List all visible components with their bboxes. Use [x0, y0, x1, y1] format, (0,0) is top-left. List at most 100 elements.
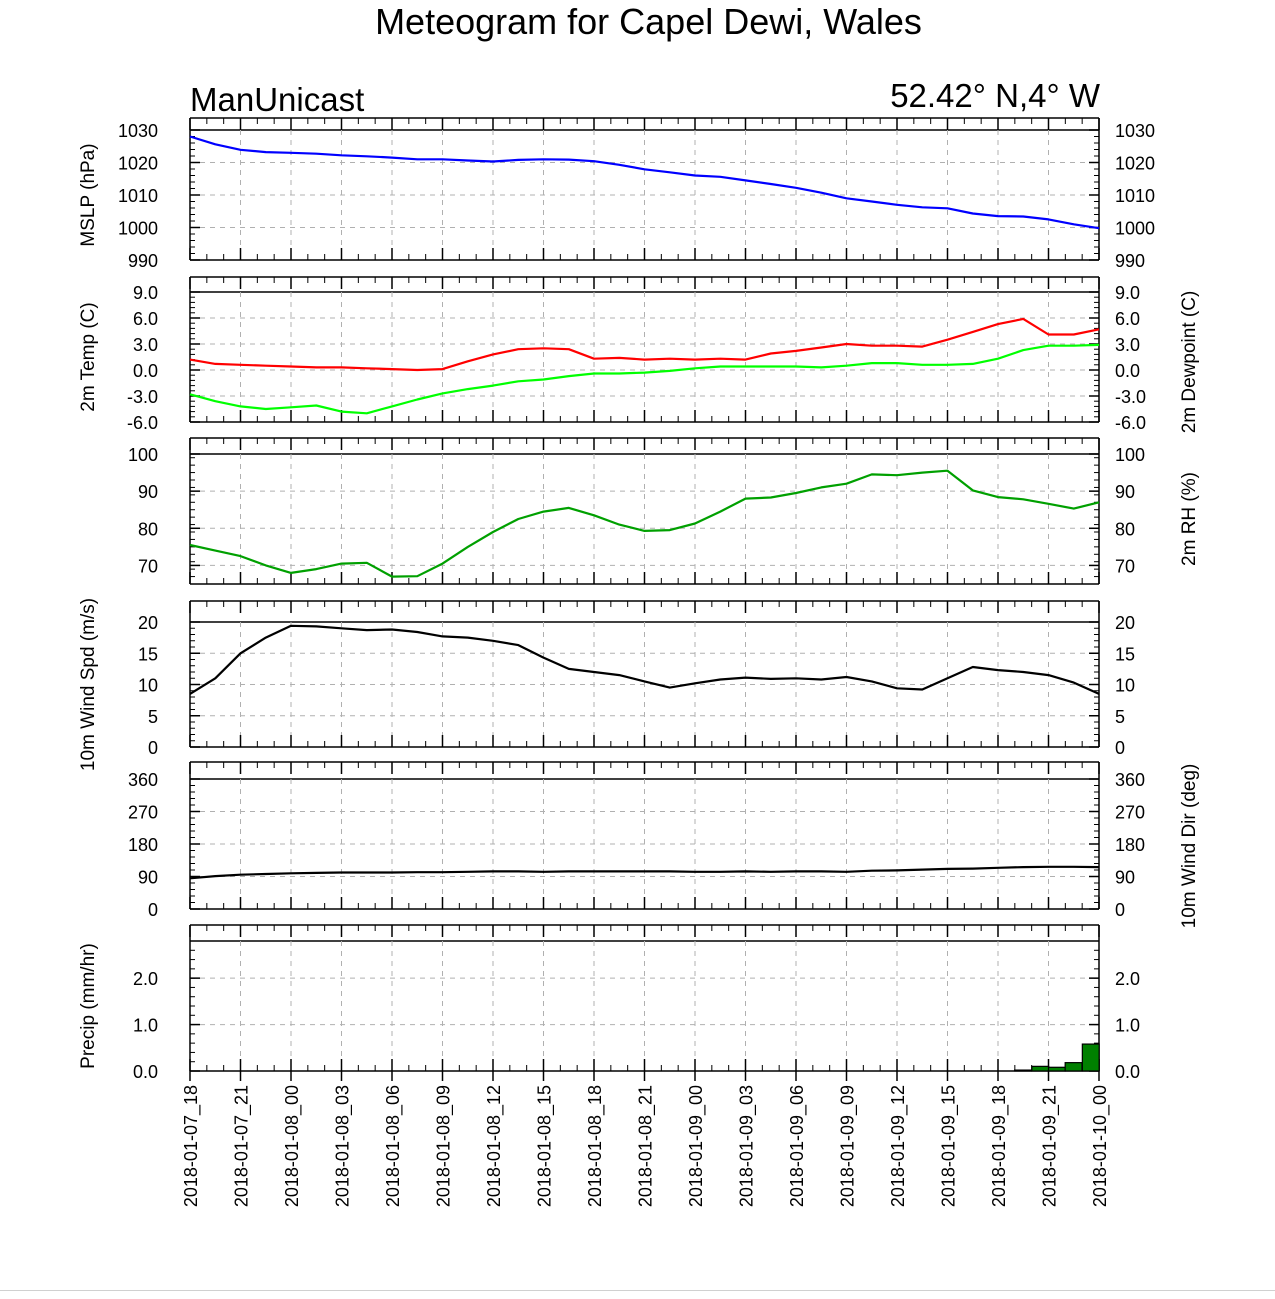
y-tick-label-left: 80	[138, 519, 158, 539]
y-tick-label-right: 1030	[1115, 121, 1155, 141]
y-tick-label-left: 90	[138, 868, 158, 888]
x-tick-label: 2018-01-08_00	[282, 1085, 303, 1207]
y-tick-label-left: 10	[138, 676, 158, 696]
x-tick-label: 2018-01-09_18	[989, 1085, 1010, 1207]
x-tick-label: 2018-01-07_18	[181, 1085, 202, 1207]
y-tick-label-left: 6.0	[133, 309, 158, 329]
y-axis-title-right: 2m Dewpoint (C)	[1179, 291, 1200, 434]
y-tick-label-left: 90	[138, 482, 158, 502]
y-tick-label-right: 20	[1115, 613, 1135, 633]
y-tick-label-right: 0.0	[1115, 361, 1140, 381]
y-tick-label-right: 0	[1115, 900, 1125, 920]
panel-3: 100 100 90 90 80 80 70 70 2m RH (%)	[128, 437, 1200, 585]
y-tick-label-right: 10	[1115, 676, 1135, 696]
y-tick-label-right: 9.0	[1115, 283, 1140, 303]
y-tick-label-left: 180	[128, 835, 158, 855]
y-tick-label-left: 0.0	[133, 1062, 158, 1082]
series-line-1	[189, 469, 1100, 578]
y-tick-label-right: 1010	[1115, 186, 1155, 206]
y-tick-label-left: 360	[128, 770, 158, 790]
y-tick-label-right: 360	[1115, 770, 1145, 790]
y-tick-label-left: 0.0	[133, 361, 158, 381]
y-tick-label-right: 1020	[1115, 154, 1155, 174]
page-title: Meteogram for Capel Dewi, Wales	[375, 1, 922, 42]
y-tick-label-left: 5	[148, 707, 158, 727]
y-tick-label-left: 3.0	[133, 335, 158, 355]
y-tick-label-left: 990	[128, 251, 158, 271]
y-tick-label-left: 9.0	[133, 283, 158, 303]
series-line-2	[189, 343, 1100, 415]
x-tick-label: 2018-01-08_18	[585, 1085, 606, 1207]
y-tick-label-right: 180	[1115, 835, 1145, 855]
x-tick-label: 2018-01-10_00	[1090, 1085, 1111, 1207]
y-tick-label-right: 5	[1115, 707, 1125, 727]
y-tick-label-left: 0	[148, 900, 158, 920]
x-tick-label: 2018-01-09_00	[686, 1085, 707, 1207]
y-tick-label-left: 70	[138, 556, 158, 576]
bottom-rule	[0, 1290, 1275, 1291]
y-tick-label-right: 100	[1115, 445, 1145, 465]
y-tick-label-left: -6.0	[127, 413, 158, 433]
x-tick-label: 2018-01-09_06	[787, 1085, 808, 1207]
y-axis-title: 10m Wind Spd (m/s)	[78, 598, 99, 771]
panel-4: 20 20 15 15 10 10 5 5 0 0 10m Wind Spd (m/s)	[78, 598, 1135, 771]
precip-bar	[1047, 1066, 1066, 1072]
y-tick-label-right: 70	[1115, 556, 1135, 576]
y-axis-title: MSLP (hPa)	[78, 143, 99, 246]
y-axis-title: Precip (mm/hr)	[78, 943, 99, 1069]
y-tick-label-left: 1020	[118, 154, 158, 174]
y-tick-label-right: 0.0	[1115, 1062, 1140, 1082]
panel-5: 360 360 270 270 180 180 90 90 0 0 10m Wind Dir (de…	[128, 761, 1200, 929]
x-tick-label: 2018-01-09_09	[838, 1085, 859, 1207]
y-tick-label-right: 15	[1115, 644, 1135, 664]
x-tick-label: 2018-01-08_12	[484, 1085, 505, 1207]
y-tick-label-right: 990	[1115, 251, 1145, 271]
x-tick-label: 2018-01-09_12	[888, 1085, 909, 1207]
precip-bar	[1081, 1043, 1100, 1072]
y-tick-label-right: 90	[1115, 868, 1135, 888]
y-tick-label-left: 1.0	[133, 1016, 158, 1036]
model-label: ManUnicast	[190, 81, 365, 118]
precip-bar	[1064, 1062, 1083, 1072]
y-tick-label-right: -6.0	[1115, 413, 1146, 433]
y-tick-label-right: 3.0	[1115, 335, 1140, 355]
y-tick-label-left: 2.0	[133, 969, 158, 989]
y-tick-label-right: 1000	[1115, 219, 1155, 239]
x-tick-label: 2018-01-09_15	[939, 1085, 960, 1207]
y-tick-label-left: 1030	[118, 121, 158, 141]
series-line-1	[189, 624, 1100, 695]
y-tick-label-left: 15	[138, 644, 158, 664]
y-tick-label-right: 270	[1115, 803, 1145, 823]
y-tick-label-right: 6.0	[1115, 309, 1140, 329]
y-tick-label-left: 1010	[118, 186, 158, 206]
y-tick-label-right: -3.0	[1115, 387, 1146, 407]
y-tick-label-left: 1000	[118, 219, 158, 239]
y-tick-label-left: 20	[138, 613, 158, 633]
y-tick-label-left: 0	[148, 738, 158, 758]
x-tick-label: 2018-01-08_09	[434, 1085, 455, 1207]
series-line-1	[189, 865, 1100, 880]
panel-2: 9.0 9.0 6.0 6.0 3.0 3.0 0.0 0.0 -3.0 -3.0 -6.0 -6.0…	[78, 276, 1200, 434]
precip-bar	[1014, 1069, 1033, 1072]
location-label: 52.42° N,4° W	[890, 77, 1100, 114]
series-line-1	[189, 135, 1100, 230]
y-tick-label-right: 0	[1115, 738, 1125, 758]
y-tick-label-right: 80	[1115, 519, 1135, 539]
y-tick-label-left: -3.0	[127, 387, 158, 407]
y-axis-title-right: 10m Wind Dir (deg)	[1179, 764, 1200, 929]
series-line-1	[189, 317, 1100, 372]
x-tick-label: 2018-01-08_21	[636, 1085, 657, 1207]
x-tick-label: 2018-01-07_21	[232, 1085, 253, 1207]
y-tick-label-left: 270	[128, 803, 158, 823]
precip-bar	[1031, 1065, 1050, 1072]
x-tick-label: 2018-01-08_15	[535, 1085, 556, 1207]
x-tick-label: 2018-01-09_03	[737, 1085, 758, 1207]
panel-6: 2.0 2.0 1.0 1.0 0.0 0.0 Precip (mm/hr)	[78, 924, 1140, 1082]
y-tick-label-right: 90	[1115, 482, 1135, 502]
y-tick-label-right: 1.0	[1115, 1016, 1140, 1036]
x-tick-label: 2018-01-08_06	[383, 1085, 404, 1207]
y-axis-title-right: 2m RH (%)	[1179, 472, 1200, 566]
y-tick-label-right: 2.0	[1115, 969, 1140, 989]
panel-1: 1030 1030 1020 1020 1010 1010 1000 1000 990 990 MS…	[78, 117, 1155, 271]
